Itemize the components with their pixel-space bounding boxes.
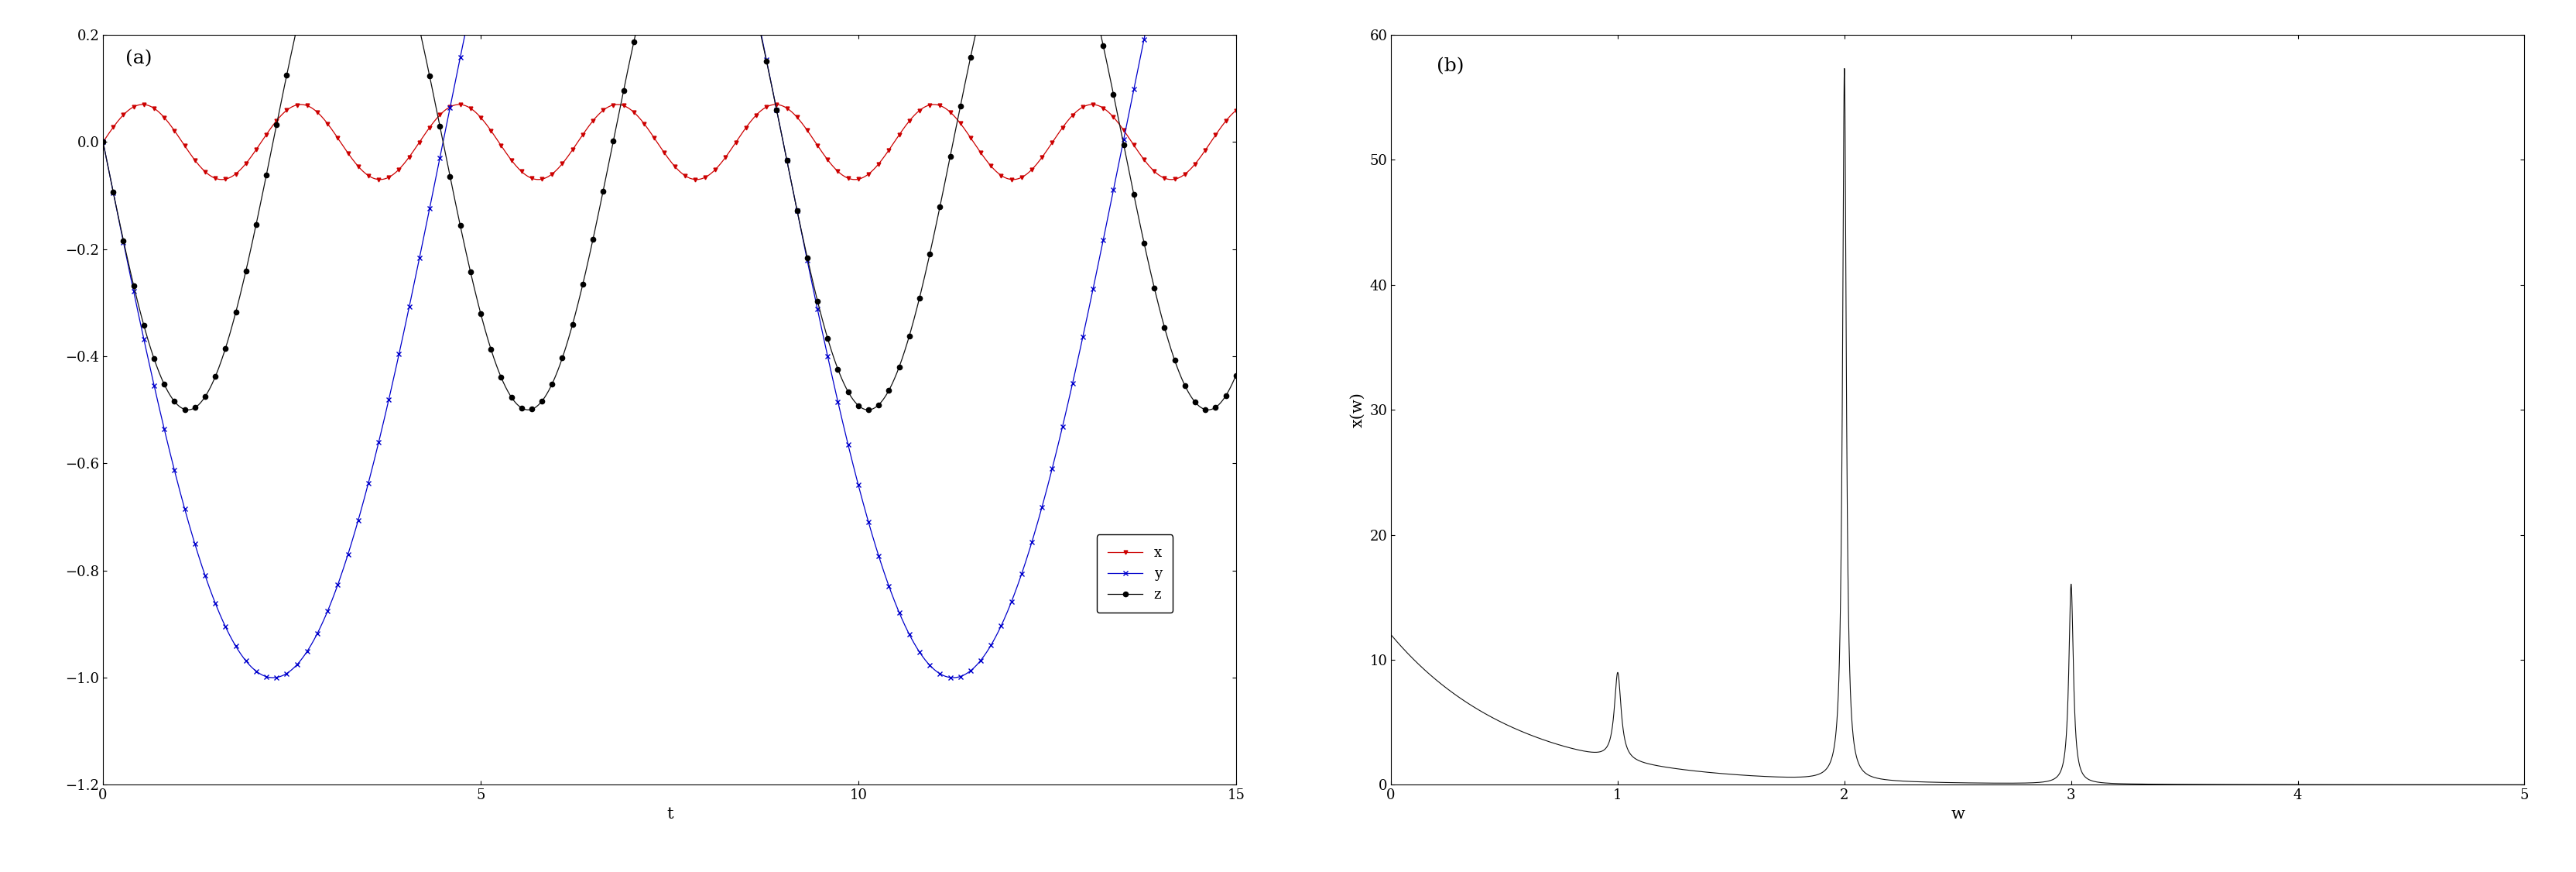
x	[981, 166, 1012, 176]
y	[258, 672, 289, 683]
x	[144, 109, 175, 119]
z	[1188, 404, 1218, 414]
Legend: x, y, z: x, y, z	[1097, 535, 1172, 613]
x	[1188, 146, 1218, 157]
Text: (b): (b)	[1437, 58, 1463, 75]
x	[1157, 174, 1188, 185]
x	[88, 137, 118, 147]
z	[88, 137, 118, 147]
Text: (a): (a)	[126, 50, 152, 68]
X-axis label: t: t	[667, 807, 672, 821]
x	[1221, 105, 1252, 115]
z	[1193, 405, 1224, 415]
x	[611, 101, 641, 112]
Line: y: y	[100, 0, 1239, 680]
z	[1221, 369, 1252, 379]
y	[88, 137, 118, 147]
y	[981, 630, 1012, 640]
z	[1188, 404, 1218, 414]
Y-axis label: x(w): x(w)	[1350, 392, 1365, 427]
x	[1190, 146, 1221, 156]
x	[639, 133, 670, 144]
X-axis label: w: w	[1950, 807, 1965, 821]
z	[144, 371, 175, 382]
z	[608, 83, 639, 93]
Line: x: x	[100, 103, 1239, 181]
x	[443, 99, 474, 110]
y	[144, 410, 175, 420]
Line: z: z	[100, 0, 1239, 412]
